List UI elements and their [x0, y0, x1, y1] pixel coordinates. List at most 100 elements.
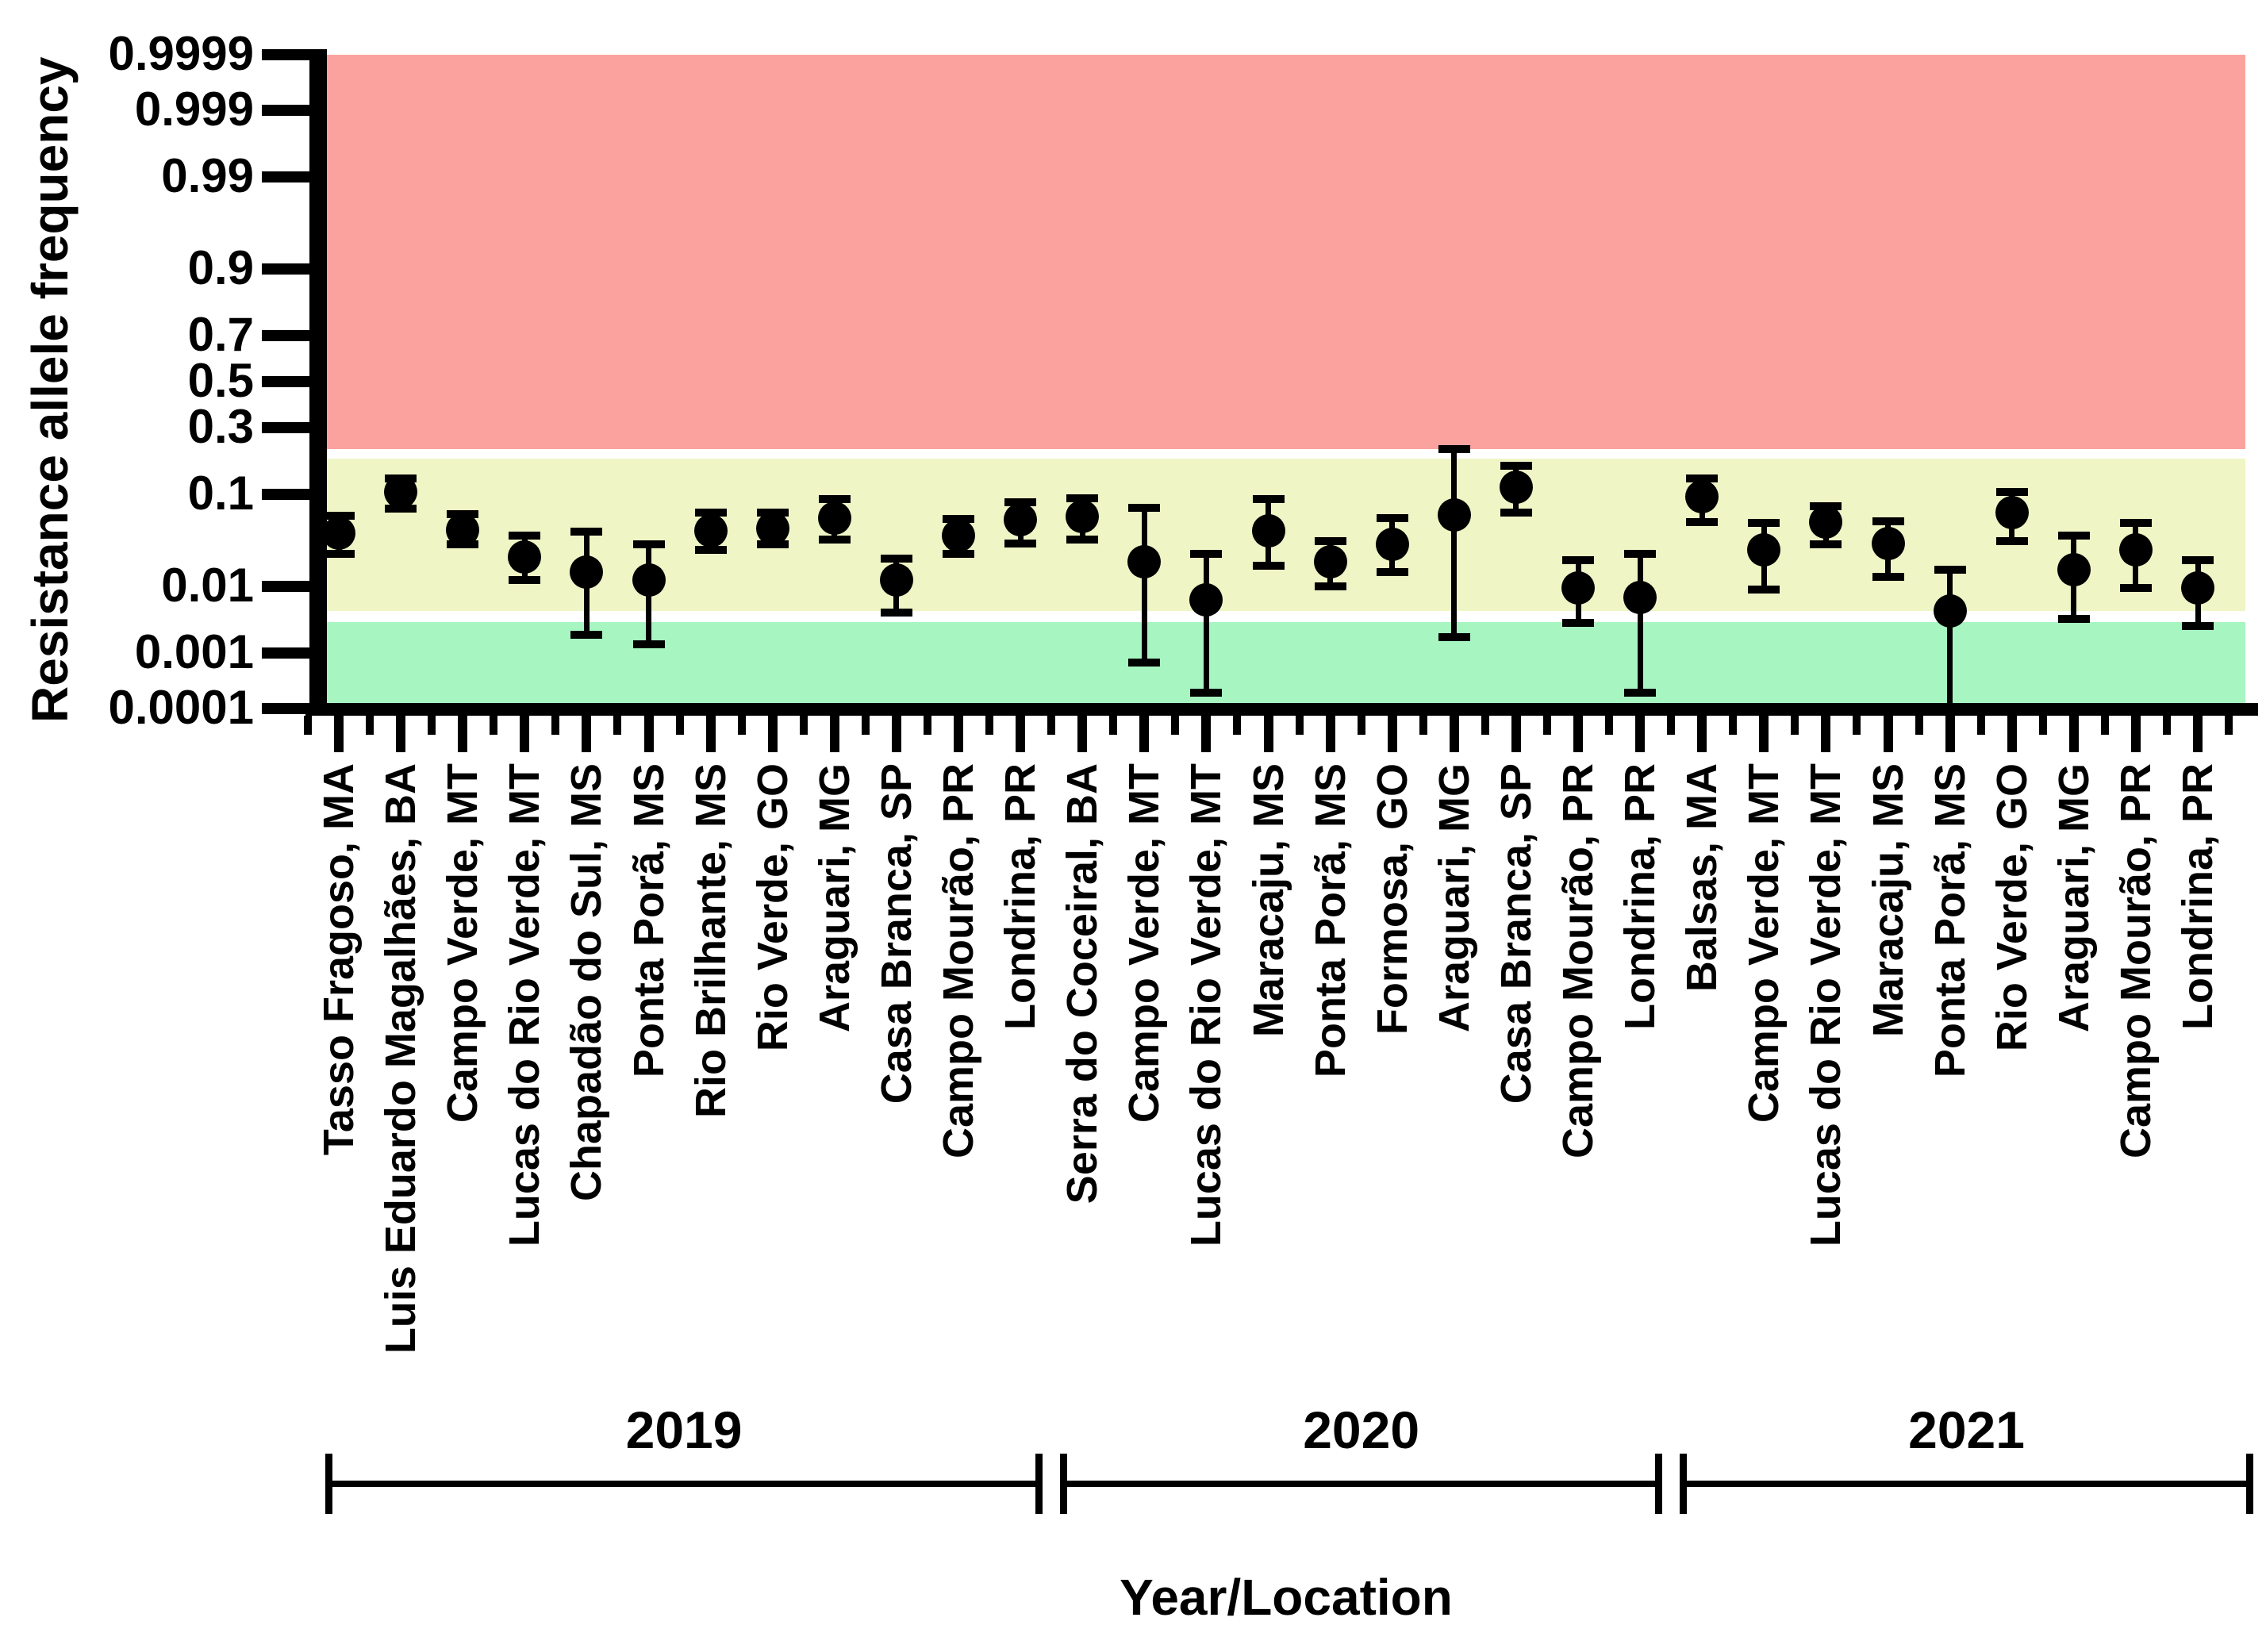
y-axis-line: [309, 49, 327, 716]
x-axis-line: [305, 703, 2258, 716]
error-bar: [1451, 449, 1458, 638]
error-bar-cap-top: [2182, 556, 2214, 565]
y-tick-label: 0.3: [187, 400, 254, 454]
year-bracket-cap: [1655, 1454, 1663, 1514]
data-point: [1809, 505, 1843, 539]
year-bracket-cap: [1680, 1454, 1688, 1514]
data-point: [446, 513, 480, 547]
x-tick-major: [1201, 716, 1212, 752]
y-tick: [262, 647, 309, 659]
x-tick-minor: [613, 716, 622, 735]
x-category-label: Londrina, PR: [2174, 763, 2222, 1030]
y-tick-label: 0.7: [187, 307, 254, 361]
error-bar-cap-top: [1748, 518, 1780, 527]
x-category-label: Serra do Coceiral, BA: [1058, 763, 1107, 1204]
x-tick-major: [1697, 716, 1707, 752]
error-bar-cap-top: [323, 511, 355, 520]
error-bar-cap-top: [880, 555, 912, 563]
x-category-label: Chapadão do Sul, MS: [563, 763, 611, 1202]
year-bracket-line: [1060, 1481, 1663, 1487]
x-category-label: Maracaju, MS: [1864, 763, 1912, 1038]
year-label: 2019: [625, 1400, 743, 1459]
error-bar-cap-top: [818, 495, 851, 504]
x-tick-major: [458, 716, 468, 752]
error-bar-cap-bottom: [1314, 582, 1346, 590]
error-bar-cap-bottom: [880, 608, 912, 617]
x-category-label: Lucas do Rio Verde, MT: [501, 763, 549, 1247]
error-bar-cap-top: [2057, 531, 2090, 540]
error-bar-cap-top: [1438, 445, 1470, 454]
year-bracket-cap: [325, 1454, 332, 1514]
error-bar-cap-top: [1934, 566, 1966, 574]
x-category-label: Campo Verde, MT: [1740, 763, 1788, 1124]
x-tick-minor: [1419, 716, 1427, 735]
y-tick-label: 0.999: [134, 82, 254, 136]
data-point: [1995, 496, 2029, 530]
x-tick-minor: [1481, 716, 1489, 735]
error-bar-cap-top: [1995, 487, 2028, 496]
data-point: [1313, 545, 1347, 579]
year-bracket-line: [325, 1481, 1043, 1487]
x-tick-minor: [2038, 716, 2047, 735]
x-tick-minor: [428, 716, 436, 735]
error-bar-cap-top: [1500, 461, 1532, 470]
y-tick: [262, 104, 309, 116]
x-category-label: Maracaju, MS: [1244, 763, 1292, 1038]
x-tick-minor: [675, 716, 684, 735]
x-category-label: Londrina, PR: [997, 763, 1045, 1030]
error-bar-cap-bottom: [1004, 539, 1037, 547]
x-tick-minor: [1667, 716, 1676, 735]
error-bar-cap-top: [1314, 536, 1346, 545]
x-tick-major: [1635, 716, 1646, 752]
x-category-label: Ponta Porã, MS: [1306, 763, 1354, 1078]
x-tick-major: [1883, 716, 1893, 752]
x-tick-major: [891, 716, 901, 752]
error-bar-cap-bottom: [1686, 517, 1719, 526]
x-tick-major: [1945, 716, 1955, 752]
error-bar-cap-bottom: [1500, 509, 1532, 517]
y-tick-label: 0.99: [161, 149, 254, 203]
error-bar-cap-bottom: [1748, 585, 1780, 594]
x-category-label: Campo Verde, MT: [439, 763, 487, 1124]
x-tick-major: [396, 716, 406, 752]
error-bar-cap-bottom: [1190, 688, 1223, 697]
x-tick-major: [643, 716, 654, 752]
error-bar-cap-bottom: [385, 505, 417, 513]
error-bar-cap-bottom: [1872, 573, 1904, 582]
data-point: [1623, 581, 1657, 615]
error-bar-cap-bottom: [1624, 688, 1657, 697]
error-bar-cap-bottom: [694, 545, 727, 554]
x-tick-major: [705, 716, 716, 752]
x-tick-minor: [737, 716, 746, 735]
x-tick-major: [2007, 716, 2017, 752]
x-tick-minor: [1233, 716, 1242, 735]
x-tick-minor: [1109, 716, 1118, 735]
year-bracket-cap: [1035, 1454, 1043, 1514]
y-tick-label: 0.5: [187, 354, 254, 407]
x-category-label: Campo Mourão, PR: [2111, 763, 2160, 1159]
error-bar-cap-bottom: [323, 550, 355, 558]
data-point: [1933, 594, 1967, 628]
error-bar-cap-bottom: [1128, 658, 1161, 667]
data-point: [1189, 583, 1223, 617]
x-category-label: Luis Eduardo Magalhães, BA: [377, 763, 425, 1354]
x-tick-major: [829, 716, 839, 752]
x-category-label: Lucas do Rio Verde, MT: [1802, 763, 1850, 1247]
x-tick-major: [2068, 716, 2079, 752]
data-point: [693, 513, 728, 547]
y-tick: [262, 263, 309, 275]
y-tick-label: 0.9: [187, 241, 254, 295]
x-tick-major: [2130, 716, 2141, 752]
x-tick-major: [1821, 716, 1831, 752]
error-bar-cap-top: [2119, 518, 2152, 527]
x-category-label: Rio Verde, GO: [748, 763, 797, 1052]
data-point: [1004, 503, 1038, 537]
x-tick-minor: [1605, 716, 1614, 735]
error-bar-cap-bottom: [2182, 622, 2214, 631]
x-tick-major: [1449, 716, 1459, 752]
error-bar-cap-top: [1376, 514, 1408, 523]
data-point: [508, 540, 542, 574]
x-tick-major: [1759, 716, 1769, 752]
error-bar-cap-top: [694, 509, 727, 517]
